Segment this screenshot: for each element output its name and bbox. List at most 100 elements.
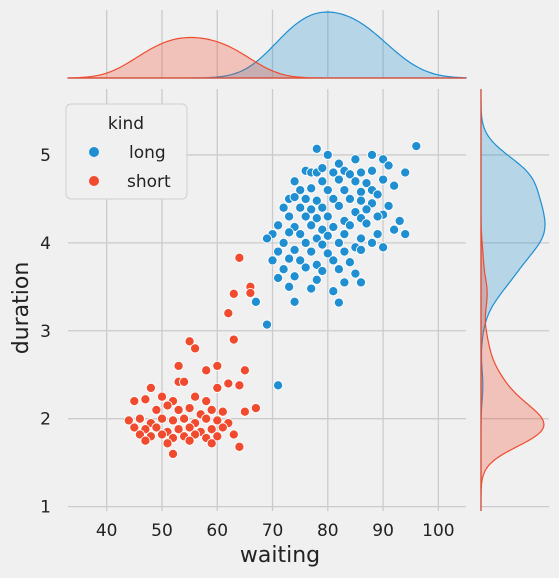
scatter-point-long bbox=[328, 255, 339, 266]
scatter-point-long bbox=[383, 200, 394, 211]
scatter-point-long bbox=[278, 202, 289, 213]
scatter-point-long bbox=[311, 274, 322, 285]
scatter-point-long bbox=[273, 220, 284, 231]
scatter-point-long bbox=[306, 204, 317, 215]
scatter-point-long bbox=[361, 204, 372, 215]
tick-labels: 40 50 60 70 80 90 100 1 2 3 4 5 bbox=[40, 146, 454, 541]
scatter-point-short bbox=[212, 382, 223, 393]
scatter-point-long bbox=[366, 149, 378, 160]
scatter-point-long bbox=[333, 297, 344, 308]
scatter-point-long bbox=[306, 220, 317, 231]
scatter-point-long bbox=[317, 239, 328, 250]
scatter-point-long bbox=[400, 167, 411, 178]
scatter-point-long bbox=[350, 176, 361, 187]
scatter-point-long bbox=[311, 143, 322, 154]
scatter-point-long bbox=[333, 158, 344, 169]
scatter-point-short bbox=[217, 406, 228, 417]
scatter-point-short bbox=[206, 404, 217, 415]
scatter-point-long bbox=[389, 224, 400, 235]
scatter-point-short bbox=[212, 360, 223, 371]
scatter-point-long bbox=[306, 183, 317, 194]
y-tick-label: 3 bbox=[40, 322, 51, 342]
scatter-point-long bbox=[350, 268, 361, 279]
scatter-point-long bbox=[300, 237, 311, 248]
scatter-point-short bbox=[140, 435, 151, 446]
legend-label-short: short bbox=[127, 172, 171, 192]
scatter-point-short bbox=[151, 404, 162, 415]
scatter-point-short bbox=[151, 422, 162, 433]
scatter-point-long bbox=[378, 242, 389, 253]
scatter-point-long bbox=[278, 237, 289, 248]
scatter-point-long bbox=[355, 186, 367, 197]
legend-box bbox=[65, 103, 188, 200]
scatter-point-long bbox=[383, 160, 394, 171]
scatter-point-short bbox=[245, 287, 256, 299]
x-tick-label: 100 bbox=[422, 521, 454, 541]
y-tick-label: 1 bbox=[40, 498, 51, 518]
scatter-point-long bbox=[311, 213, 322, 224]
scatter-point-short bbox=[179, 413, 190, 424]
scatter-point-long bbox=[317, 163, 328, 174]
scatter-point-long bbox=[339, 185, 350, 196]
legend-marker-long bbox=[89, 147, 99, 157]
scatter-point-long bbox=[284, 227, 295, 238]
top-marginal-kde bbox=[67, 10, 467, 79]
scatter-point-long bbox=[355, 167, 367, 178]
scatter-point-long bbox=[366, 165, 378, 176]
scatter-point-long bbox=[400, 229, 411, 240]
top-kde-short bbox=[67, 36, 466, 79]
scatter-point-short bbox=[134, 413, 145, 424]
scatter-point-long bbox=[339, 246, 350, 257]
y-axis-label: duration bbox=[9, 262, 34, 355]
scatter-point-long bbox=[389, 180, 400, 191]
scatter-point-short bbox=[228, 429, 239, 440]
scatter-point-long bbox=[289, 244, 300, 255]
y-tick-label: 2 bbox=[40, 410, 51, 430]
scatter-point-short bbox=[206, 424, 217, 435]
x-tick-label: 60 bbox=[206, 521, 228, 541]
scatter-point-short bbox=[173, 404, 184, 415]
scatter-point-long bbox=[322, 211, 333, 222]
scatter-point-long bbox=[333, 264, 344, 275]
scatter-point-long bbox=[372, 229, 383, 240]
scatter-point-long bbox=[355, 233, 367, 244]
scatter-point-long bbox=[295, 229, 306, 240]
scatter-point-long bbox=[328, 286, 339, 297]
scatter-point-long bbox=[295, 255, 306, 266]
x-axis-label: waiting bbox=[240, 543, 320, 568]
scatter-point-long bbox=[261, 319, 273, 330]
scatter-point-short bbox=[190, 343, 201, 354]
scatter-point-long bbox=[361, 218, 372, 229]
scatter-point-short bbox=[223, 308, 234, 319]
x-tick-label: 90 bbox=[372, 521, 394, 541]
scatter-point-long bbox=[328, 221, 339, 233]
scatter-point-short bbox=[162, 438, 173, 449]
scatter-point-short bbox=[145, 382, 156, 393]
scatter-point-long bbox=[372, 211, 383, 222]
scatter-point-long bbox=[295, 202, 306, 213]
scatter-point-long bbox=[394, 215, 405, 226]
x-tick-label: 80 bbox=[317, 521, 339, 541]
scatter-point-long bbox=[322, 185, 333, 196]
y-tick-label: 5 bbox=[40, 146, 51, 166]
scatter-point-short bbox=[223, 378, 234, 389]
scatter-point-short bbox=[217, 422, 228, 433]
scatter-point-short bbox=[201, 365, 212, 376]
scatter-point-long bbox=[333, 237, 344, 248]
scatter-point-long bbox=[328, 167, 339, 178]
scatter-point-long bbox=[250, 296, 261, 307]
legend-title: kind bbox=[108, 114, 144, 134]
scatter-point-long bbox=[273, 380, 284, 391]
scatter-point-short bbox=[212, 415, 223, 426]
right-kde-short bbox=[480, 89, 545, 511]
scatter-point-long bbox=[300, 211, 311, 222]
scatter-point-long bbox=[344, 169, 355, 180]
scatter-point-long bbox=[317, 202, 328, 213]
scatter-point-long bbox=[355, 277, 367, 288]
scatter-point-short bbox=[129, 396, 140, 407]
scatter-point-short bbox=[234, 380, 245, 391]
scatter-point-short bbox=[123, 415, 134, 426]
scatter-point-short bbox=[184, 435, 195, 446]
x-tick-label: 40 bbox=[96, 521, 118, 541]
scatter-point-long bbox=[339, 277, 350, 288]
